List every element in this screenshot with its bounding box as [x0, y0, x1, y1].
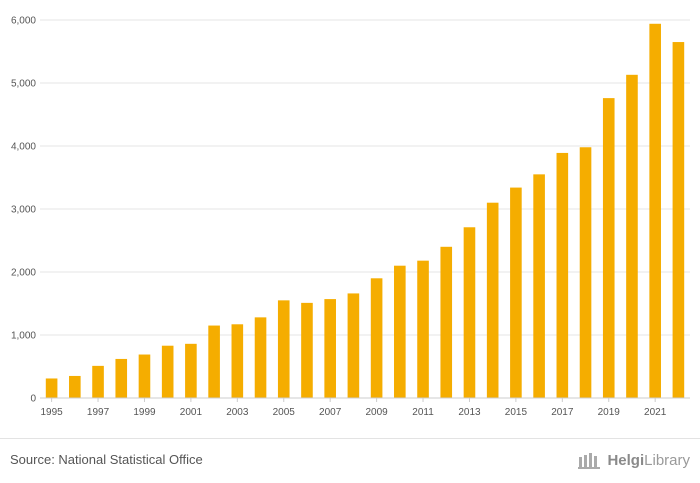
logo-text-rest: Library	[644, 451, 690, 469]
y-tick-label: 5,000	[11, 79, 36, 90]
x-tick-label: 1999	[133, 407, 156, 418]
bar-2009[interactable]	[370, 278, 383, 398]
bar-2000[interactable]	[161, 345, 174, 398]
x-tick-label: 2005	[273, 407, 296, 418]
bar-1995[interactable]	[45, 378, 58, 398]
bar-2011[interactable]	[417, 260, 429, 398]
x-tick-label: 2003	[226, 407, 249, 418]
bar-2018[interactable]	[579, 147, 592, 398]
x-tick-label: 2001	[180, 407, 203, 418]
bar-chart: 0 1,000 2,000 3,000 4,000 5,000 6,000 1995 1997…	[11, 16, 690, 418]
x-tick-label: 2007	[319, 407, 342, 418]
bar-1999[interactable]	[138, 354, 151, 398]
bar-1997[interactable]	[92, 365, 104, 398]
y-axis-ticks: 0 1,000 2,000 3,000 4,000 5,000 6,000	[11, 16, 36, 405]
bar-2013[interactable]	[463, 227, 476, 398]
x-tick-label: 2015	[505, 407, 528, 418]
bar-2004[interactable]	[254, 317, 267, 398]
bar-2020[interactable]	[626, 74, 638, 398]
x-tick-label: 2011	[412, 407, 434, 418]
bar-2019[interactable]	[602, 98, 615, 399]
x-tick-label: 2019	[598, 407, 621, 418]
x-axis-ticks: 1995 1997 1999 2001 2003 2005 2007 2009 2011 2013…	[40, 398, 667, 418]
bar-2014[interactable]	[486, 202, 499, 398]
bar-2022[interactable]	[672, 42, 685, 399]
bar-2008[interactable]	[347, 293, 360, 398]
bar-2021[interactable]	[649, 23, 661, 399]
bar-1998[interactable]	[115, 358, 128, 398]
x-tick-label: 2009	[365, 407, 388, 418]
source-note: Source: National Statistical Office	[10, 452, 203, 467]
bars	[45, 23, 685, 399]
bar-2001[interactable]	[185, 343, 197, 398]
helgi-library-logo[interactable]: HelgiLibrary	[577, 447, 690, 473]
y-tick-label: 4,000	[11, 142, 36, 153]
bar-2015[interactable]	[510, 187, 522, 398]
chart-footer: Source: National Statistical Office Helg…	[0, 438, 700, 483]
bar-2003[interactable]	[231, 324, 244, 398]
library-building-icon	[578, 453, 601, 469]
bar-2017[interactable]	[556, 152, 569, 398]
x-tick-label: 1995	[40, 407, 63, 418]
y-tick-label: 6,000	[11, 16, 36, 27]
bar-2006[interactable]	[301, 302, 313, 398]
y-tick-label: 1,000	[11, 331, 36, 342]
x-tick-label: 1997	[87, 407, 110, 418]
y-tick-label: 3,000	[11, 205, 36, 216]
bar-2002[interactable]	[208, 325, 220, 398]
gridlines	[40, 19, 690, 336]
bar-2007[interactable]	[324, 299, 336, 398]
x-tick-label: 2017	[551, 407, 574, 418]
bar-2005[interactable]	[277, 300, 290, 398]
y-tick-label: 0	[30, 394, 36, 405]
logo-text-bold: Helgi	[607, 451, 645, 469]
bar-2016[interactable]	[533, 174, 545, 398]
logo-text: HelgiLibrary	[607, 452, 690, 469]
bar-2010[interactable]	[394, 265, 406, 398]
x-tick-label: 2013	[458, 407, 481, 418]
x-tick-label: 2021	[644, 407, 667, 418]
y-tick-label: 2,000	[11, 268, 36, 279]
bar-2012[interactable]	[440, 246, 453, 398]
bar-1996[interactable]	[69, 375, 81, 398]
